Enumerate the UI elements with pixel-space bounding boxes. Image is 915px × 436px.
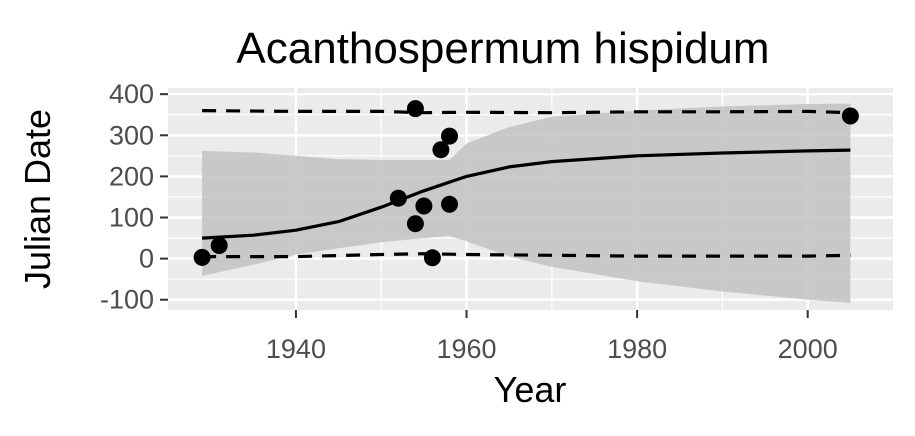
series-lines [202,109,851,259]
y-tick-label: 0 [139,244,154,274]
y-axis-title: Julian Date [17,109,58,289]
y-tick-label: 300 [109,120,154,150]
y-tick-label: 200 [109,161,154,191]
x-tick-label: 1980 [607,334,667,364]
data-point [210,237,228,254]
data-point [841,107,859,125]
data-point [406,100,424,118]
data-points [193,100,859,267]
data-point [423,249,441,267]
lower-bound-dashed-line [202,252,851,259]
y-tick-label: 100 [109,203,154,233]
y-axis: -100 0 100 200 300 400 [100,79,168,315]
data-point [415,197,433,215]
y-tick-label: 400 [109,79,154,109]
data-point [193,248,211,266]
x-axis: 1940 1960 1980 2000 [266,310,838,364]
x-axis-title: Year [494,369,567,410]
x-tick-label: 1960 [436,334,496,364]
upper-bound-dashed-line [202,109,851,115]
y-tick-label: -100 [100,285,154,315]
data-point [406,215,424,233]
x-tick-label: 1940 [266,334,326,364]
data-point [389,189,407,207]
data-point [441,195,458,213]
data-point [432,141,450,159]
chart-title: Acanthospermum hispidum [236,24,769,73]
fit-line [202,148,851,240]
data-point [441,127,458,145]
x-tick-label: 2000 [778,334,838,364]
